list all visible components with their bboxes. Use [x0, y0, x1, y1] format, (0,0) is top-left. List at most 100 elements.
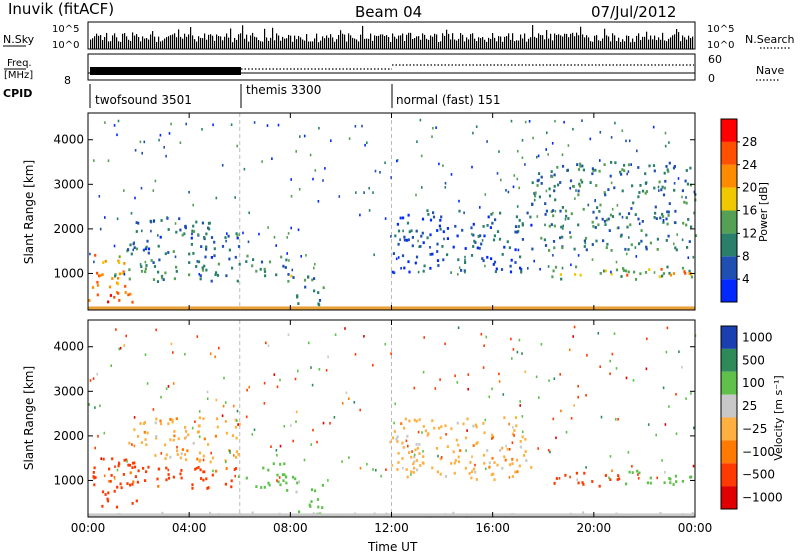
power-data-cell: [536, 184, 539, 187]
nsky-bar: [206, 39, 208, 49]
power-data-cell: [483, 234, 486, 238]
nsky-bar: [444, 35, 446, 49]
velocity-data-cell: [272, 462, 275, 466]
power-data-cell: [295, 150, 297, 153]
velocity-data-cell: [224, 401, 227, 404]
nsky-bar: [194, 39, 196, 49]
velocity-data-cell: [316, 498, 320, 501]
power-data-cell: [521, 238, 524, 241]
power-data-cell: [606, 218, 609, 222]
velocity-data-cell: [115, 505, 119, 509]
power-data-cell: [141, 151, 143, 155]
power-data-cell: [450, 271, 452, 274]
power-data-cell: [597, 223, 600, 227]
velocity-data-cell: [690, 392, 692, 395]
nsky-bars: [90, 25, 694, 49]
power-data-cell: [478, 246, 481, 250]
power-data-cell: [228, 257, 231, 261]
nsky-bar: [354, 38, 356, 49]
velocity-data-cell: [410, 473, 412, 476]
power-data-cell: [93, 260, 95, 264]
velocity-data-cell: [197, 466, 200, 469]
velocity-data-cell: [511, 357, 513, 360]
power-data-cell: [313, 277, 316, 280]
power-data-cell: [438, 162, 440, 166]
velocity-data-cell: [483, 431, 486, 435]
nsky-bar: [594, 35, 596, 49]
power-data-cell: [513, 174, 516, 177]
power-data-cell: [599, 203, 602, 207]
nsky-bar: [596, 35, 598, 49]
power-data-cell: [520, 270, 523, 274]
velocity-data-cell: [165, 466, 168, 470]
power-data-cell: [143, 140, 146, 144]
velocity-data-cell: [518, 338, 521, 342]
nsky-bar: [266, 37, 268, 49]
power-data-cell: [403, 238, 406, 242]
power-data-cell: [147, 247, 151, 251]
power-data-cell: [444, 181, 447, 185]
power-data-cell: [591, 220, 594, 224]
velocity-data-cell: [231, 434, 235, 437]
power-data-cell: [673, 182, 676, 185]
power-data-cell: [552, 269, 555, 273]
power-data-cell: [359, 213, 361, 217]
power-data-cell: [684, 271, 687, 275]
power-data-cell: [313, 289, 316, 293]
power-data-cell: [510, 258, 513, 262]
power-data-cell: [472, 131, 474, 135]
velocity-data-cell: [206, 390, 209, 394]
power-data-cell: [123, 272, 126, 276]
velocity-data-cell: [535, 375, 538, 379]
velocity-data-cell: [482, 453, 486, 457]
power-data-cell: [140, 186, 143, 190]
power-data-cell: [203, 264, 206, 268]
velocity-data-cell: [422, 450, 424, 453]
beam-label: Beam 04: [355, 3, 422, 21]
power-data-cell: [113, 124, 116, 127]
power-data-cell: [662, 272, 665, 275]
power-data-cell: [649, 241, 652, 245]
velocity-data-cell: [492, 472, 495, 476]
power-data-cell: [271, 157, 273, 160]
velocity-colorbar-segment: [721, 326, 737, 349]
power-data-cell: [619, 234, 623, 238]
velocity-data-cell: [508, 448, 511, 451]
power-data-cell: [284, 266, 287, 269]
power-data-cell: [363, 191, 365, 194]
power-data-cell: [322, 179, 324, 182]
nsky-bar: [152, 31, 154, 49]
nsky-bar: [592, 41, 594, 49]
velocity-data-cell: [93, 466, 96, 470]
velocity-data-cell: [165, 478, 168, 482]
velocity-data-cell: [186, 449, 189, 453]
power-data-cell: [575, 265, 578, 269]
velocity-data-cell: [437, 454, 439, 458]
velocity-data-cell: [439, 378, 441, 381]
velocity-data-cell: [234, 467, 238, 470]
velocity-data-cell: [322, 421, 325, 425]
power-data-cell: [188, 261, 191, 264]
nsky-bar: [394, 36, 396, 49]
nsky-bar: [618, 37, 620, 49]
velocity-data-cell: [136, 435, 140, 438]
nsky-bar: [200, 37, 202, 49]
power-data-cell: [668, 141, 670, 144]
power-data-cell: [314, 169, 317, 172]
power-data-cell: [481, 257, 484, 260]
velocity-data-cell: [391, 464, 393, 467]
velocity-data-cell: [131, 466, 134, 469]
power-data-cell: [457, 258, 460, 262]
velocity-data-cell: [422, 370, 425, 374]
power-data-cell: [429, 218, 433, 222]
power-data-cell: [137, 221, 140, 225]
velocity-data-cell: [559, 373, 561, 376]
nsky-bar: [654, 35, 656, 49]
power-data-cell: [236, 236, 239, 240]
velocity-data-cell: [113, 489, 116, 493]
power-data-cell: [464, 270, 466, 274]
velocity-data-cell: [312, 428, 314, 432]
power-data-cell: [516, 177, 519, 181]
velocity-data-cell: [196, 335, 199, 338]
velocity-x-tick-label: 04:00: [172, 521, 207, 535]
